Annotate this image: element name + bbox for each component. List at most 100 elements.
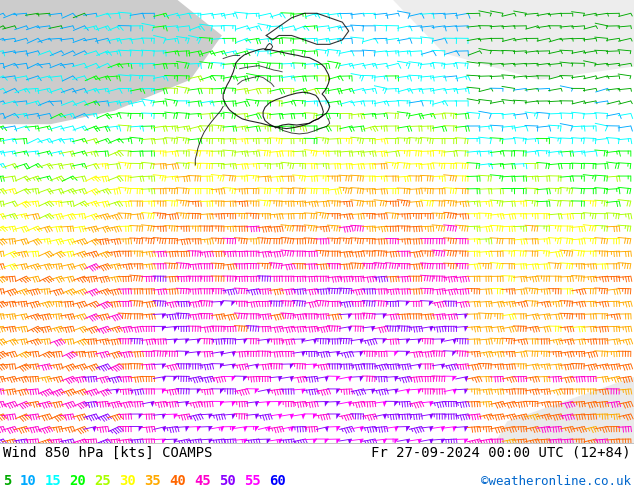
- Text: 20: 20: [70, 474, 86, 488]
- Text: ©weatheronline.co.uk: ©weatheronline.co.uk: [481, 475, 631, 488]
- Polygon shape: [139, 426, 143, 432]
- Text: 45: 45: [195, 474, 211, 488]
- Polygon shape: [359, 439, 363, 444]
- Polygon shape: [418, 339, 422, 344]
- Polygon shape: [301, 339, 306, 344]
- Polygon shape: [231, 414, 236, 419]
- Polygon shape: [290, 414, 294, 419]
- Polygon shape: [464, 314, 468, 319]
- Polygon shape: [394, 389, 398, 394]
- Polygon shape: [393, 0, 634, 80]
- Polygon shape: [383, 439, 387, 444]
- Polygon shape: [464, 389, 468, 394]
- Polygon shape: [464, 376, 468, 382]
- Polygon shape: [220, 364, 224, 369]
- Polygon shape: [302, 351, 306, 357]
- Polygon shape: [174, 414, 178, 419]
- Polygon shape: [348, 376, 352, 382]
- Polygon shape: [453, 426, 456, 432]
- Polygon shape: [162, 326, 166, 331]
- Polygon shape: [441, 426, 445, 432]
- Polygon shape: [429, 414, 433, 419]
- Polygon shape: [278, 376, 282, 382]
- Polygon shape: [336, 414, 340, 419]
- Polygon shape: [139, 414, 143, 419]
- Polygon shape: [359, 376, 363, 382]
- Polygon shape: [418, 389, 422, 394]
- Polygon shape: [313, 439, 317, 444]
- Polygon shape: [220, 401, 224, 407]
- Polygon shape: [162, 364, 166, 369]
- Polygon shape: [336, 439, 340, 444]
- Polygon shape: [383, 414, 387, 420]
- Polygon shape: [383, 314, 387, 319]
- Polygon shape: [348, 439, 352, 444]
- Polygon shape: [336, 426, 340, 432]
- Polygon shape: [394, 401, 398, 407]
- Polygon shape: [453, 389, 456, 394]
- Polygon shape: [336, 376, 340, 381]
- Polygon shape: [255, 426, 259, 432]
- Polygon shape: [232, 351, 236, 357]
- Polygon shape: [336, 351, 340, 357]
- Polygon shape: [231, 376, 236, 382]
- Polygon shape: [162, 439, 166, 444]
- Polygon shape: [93, 426, 96, 432]
- Polygon shape: [429, 301, 433, 306]
- Polygon shape: [209, 414, 212, 419]
- Polygon shape: [174, 326, 178, 332]
- Polygon shape: [231, 364, 236, 369]
- Text: Wind 850 hPa [kts] COAMPS: Wind 850 hPa [kts] COAMPS: [3, 445, 212, 460]
- Polygon shape: [325, 426, 328, 432]
- Polygon shape: [464, 439, 468, 444]
- Polygon shape: [278, 414, 282, 419]
- Polygon shape: [266, 339, 271, 344]
- Polygon shape: [429, 401, 433, 407]
- Polygon shape: [185, 339, 189, 344]
- Polygon shape: [313, 364, 317, 369]
- Polygon shape: [185, 401, 189, 407]
- Polygon shape: [173, 376, 178, 381]
- Polygon shape: [185, 351, 189, 356]
- Polygon shape: [162, 376, 166, 382]
- Polygon shape: [162, 389, 166, 394]
- Polygon shape: [348, 314, 352, 319]
- Polygon shape: [441, 439, 445, 444]
- Polygon shape: [429, 439, 433, 445]
- Polygon shape: [325, 439, 328, 444]
- Polygon shape: [313, 414, 317, 419]
- Polygon shape: [220, 301, 224, 307]
- Text: 35: 35: [145, 474, 161, 488]
- Polygon shape: [495, 377, 634, 443]
- Polygon shape: [383, 401, 387, 407]
- Polygon shape: [115, 389, 119, 394]
- Text: Fr 27-09-2024 00:00 UTC (12+84): Fr 27-09-2024 00:00 UTC (12+84): [372, 445, 631, 460]
- Polygon shape: [394, 376, 398, 382]
- Polygon shape: [243, 426, 247, 432]
- Polygon shape: [371, 389, 375, 394]
- Polygon shape: [197, 339, 201, 344]
- Polygon shape: [290, 364, 294, 369]
- Polygon shape: [267, 389, 271, 394]
- Polygon shape: [429, 426, 433, 432]
- Polygon shape: [464, 326, 468, 332]
- Polygon shape: [0, 0, 222, 124]
- Polygon shape: [290, 426, 294, 432]
- Polygon shape: [336, 401, 340, 407]
- Polygon shape: [267, 426, 271, 432]
- Polygon shape: [406, 439, 410, 445]
- Polygon shape: [359, 426, 363, 432]
- Polygon shape: [406, 426, 410, 432]
- Text: 60: 60: [269, 474, 286, 488]
- Polygon shape: [231, 426, 236, 432]
- Polygon shape: [452, 351, 456, 356]
- Polygon shape: [266, 401, 271, 407]
- Polygon shape: [220, 426, 224, 432]
- Polygon shape: [197, 389, 201, 394]
- Text: 55: 55: [245, 474, 261, 488]
- Polygon shape: [255, 401, 259, 407]
- Text: 15: 15: [44, 474, 61, 488]
- Polygon shape: [162, 414, 166, 419]
- Polygon shape: [243, 339, 247, 344]
- Polygon shape: [255, 364, 259, 369]
